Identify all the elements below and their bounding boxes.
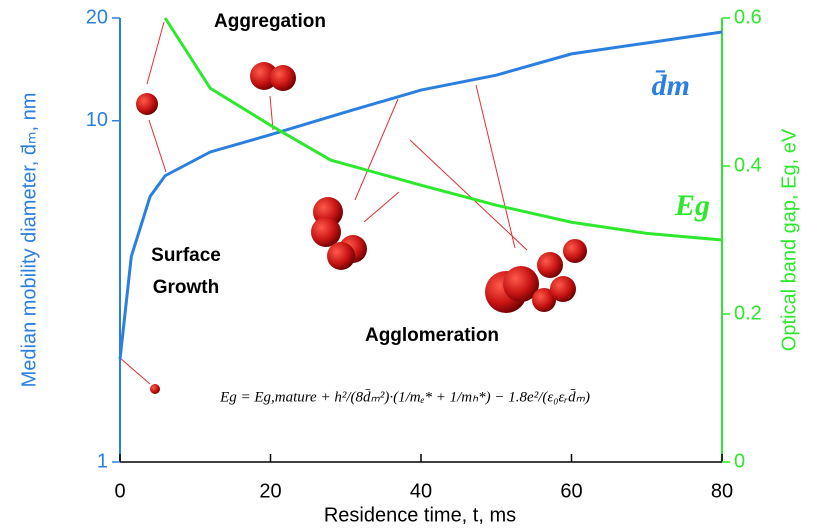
- x-tick-label: 80: [711, 480, 733, 502]
- series-label: Eg: [674, 189, 710, 222]
- x-tick-label: 60: [560, 480, 582, 502]
- y-tick-label: 20: [86, 6, 108, 28]
- illustration: [119, 21, 587, 394]
- series-label: d̄m: [652, 69, 690, 102]
- y-tick-label: 1: [97, 450, 108, 472]
- x-tick-label: 40: [410, 480, 432, 502]
- y2-tick-label: 0: [734, 450, 745, 472]
- annotation: Agglomeration: [365, 325, 499, 346]
- x-tick-label: 0: [114, 480, 125, 502]
- annotation: Growth: [153, 277, 220, 298]
- y2-tick-label: 0.2: [734, 302, 762, 324]
- x-tick-label: 20: [259, 480, 281, 502]
- y-tick-label: 10: [86, 109, 108, 131]
- equation: Eg = Eg,mature + h²/(8d̄ₘ²)·(1/mₑ* + 1/m…: [219, 389, 590, 405]
- y-axis-label: Median mobility diameter, d̄ₘ, nm: [18, 93, 40, 388]
- y2-axis-label: Optical band gap, Eg, eV: [778, 128, 800, 351]
- y2-tick-label: 0.4: [734, 154, 762, 176]
- x-axis-label: Residence time, t, ms: [324, 504, 516, 526]
- series-line: [118, 30, 723, 360]
- y2-tick-label: 0.6: [734, 6, 762, 28]
- series-line: [163, 17, 723, 242]
- annotation: Aggregation: [214, 11, 326, 32]
- annotation: Surface: [151, 245, 221, 266]
